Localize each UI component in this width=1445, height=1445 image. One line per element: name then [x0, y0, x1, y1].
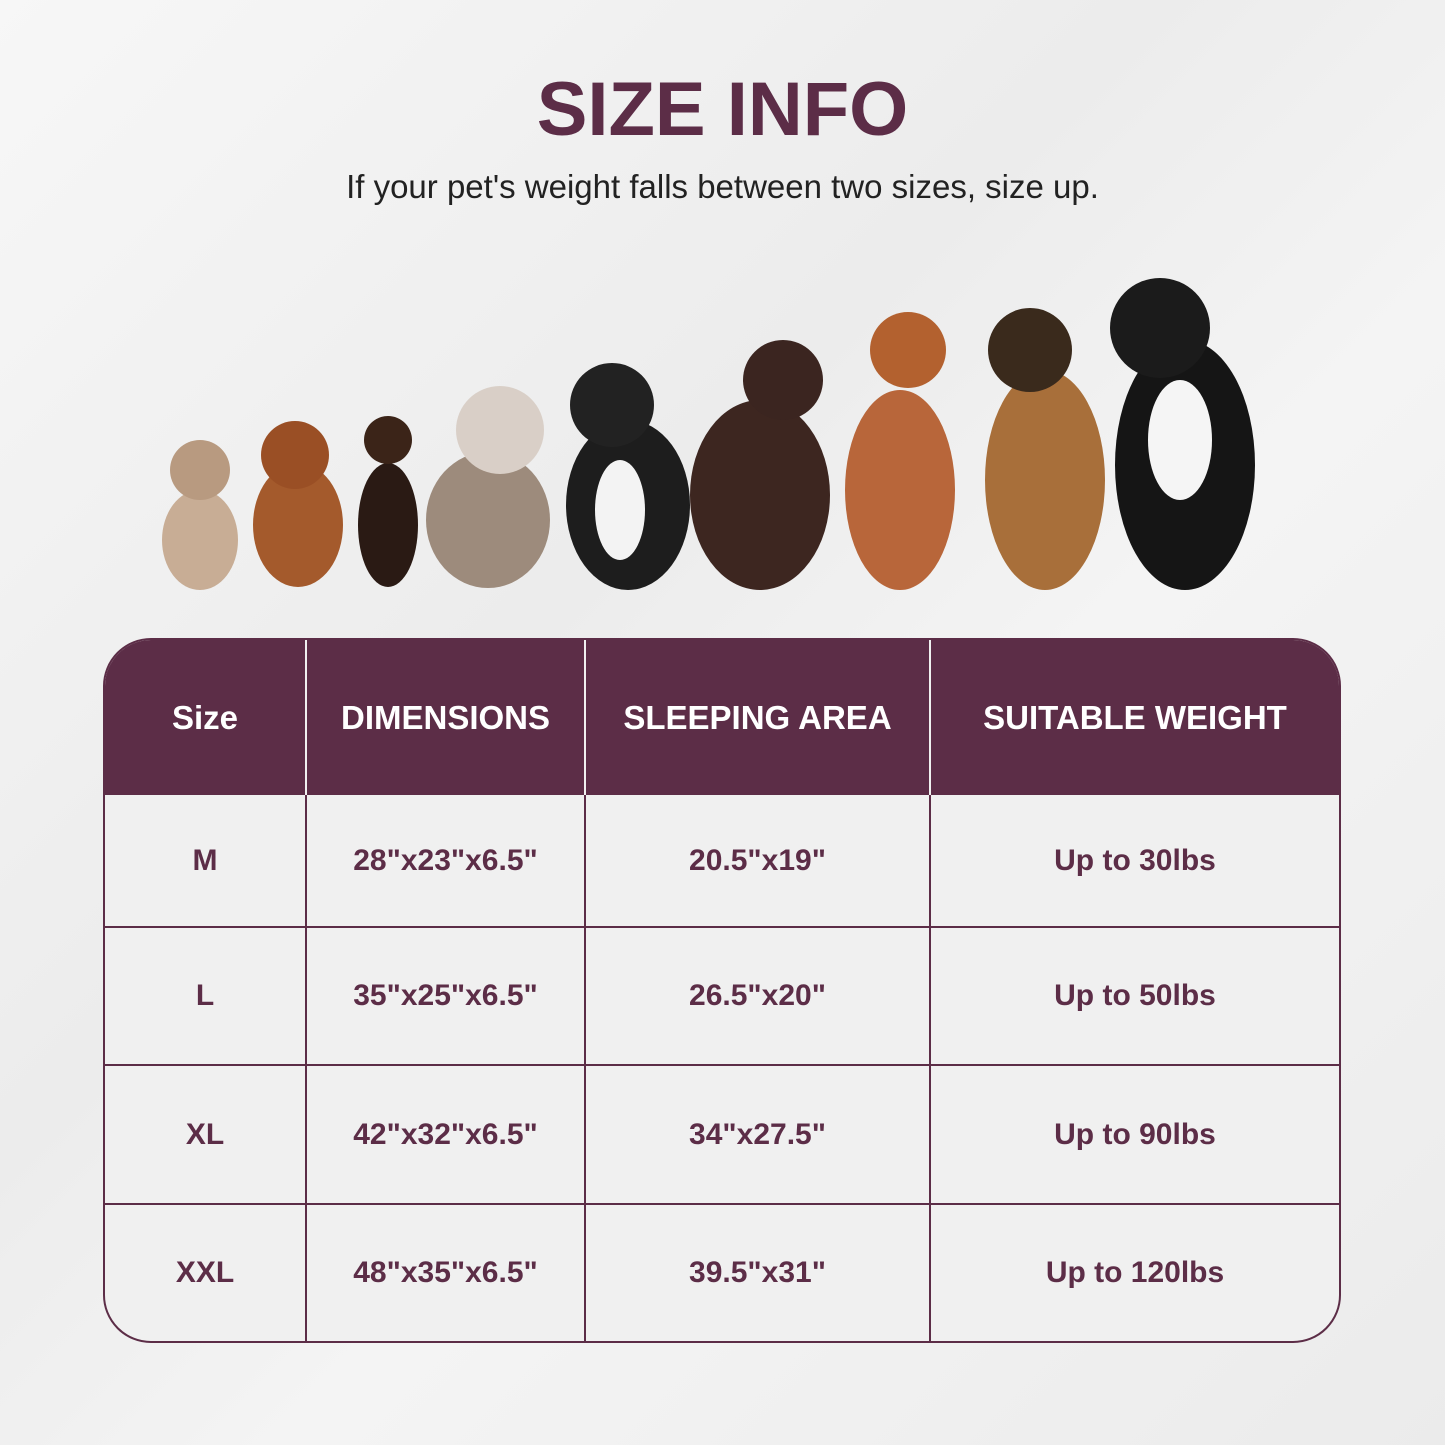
weight-cell: Up to 90lbs — [931, 1064, 1339, 1202]
table-row: M 28"x23"x6.5" 20.5"x19" Up to 30lbs — [105, 795, 1339, 927]
dog-french-bulldog — [162, 440, 238, 590]
header-dimensions: DIMENSIONS — [307, 640, 586, 795]
dimensions-cell: 28"x23"x6.5" — [307, 795, 586, 927]
page-title: SIZE INFO — [536, 67, 909, 152]
dimensions-cell: 48"x35"x6.5" — [307, 1202, 586, 1341]
dog-bulldog — [426, 386, 550, 588]
dog-cavalier — [253, 421, 343, 587]
size-table: Size DIMENSIONS SLEEPING AREA SUITABLE W… — [103, 638, 1341, 1343]
dogs-image — [162, 278, 1255, 590]
dimensions-cell: 35"x25"x6.5" — [307, 926, 586, 1065]
weight-cell: Up to 50lbs — [931, 926, 1339, 1064]
header-suitable-weight: SUITABLE WEIGHT — [931, 640, 1339, 795]
weight-cell: Up to 120lbs — [931, 1202, 1339, 1341]
sleeping-area-cell: 39.5"x31" — [586, 1202, 931, 1341]
table-row: L 35"x25"x6.5" 26.5"x20" Up to 50lbs — [105, 926, 1339, 1065]
sleeping-area-cell: 26.5"x20" — [586, 926, 931, 1065]
size-cell: M — [105, 795, 307, 927]
size-cell: L — [105, 926, 307, 1065]
dog-border-collie — [566, 363, 690, 590]
header-size: Size — [105, 640, 307, 795]
size-cell: XL — [105, 1064, 307, 1203]
dog-vizsla — [845, 312, 955, 590]
subtitle: If your pet's weight falls between two s… — [346, 168, 1099, 205]
weight-cell: Up to 30lbs — [1054, 843, 1216, 877]
sleeping-area-cell: 34"x27.5" — [586, 1064, 931, 1203]
sleeping-area-cell: 20.5"x19" — [586, 795, 931, 927]
dog-labrador — [690, 340, 830, 590]
header-sleeping-area: SLEEPING AREA — [586, 640, 931, 795]
dog-bernese — [1110, 278, 1255, 590]
table-header-row: Size DIMENSIONS SLEEPING AREA SUITABLE W… — [105, 640, 1339, 795]
dog-german-shepherd — [985, 308, 1105, 590]
dimensions-cell: 42"x32"x6.5" — [307, 1064, 586, 1203]
table-row: XXL 48"x35"x6.5" 39.5"x31" Up to 120lbs — [105, 1202, 1339, 1341]
table-row: XL 42"x32"x6.5" 34"x27.5" Up to 90lbs — [105, 1064, 1339, 1203]
size-cell: XXL — [105, 1202, 307, 1341]
dog-pinscher — [358, 416, 418, 587]
